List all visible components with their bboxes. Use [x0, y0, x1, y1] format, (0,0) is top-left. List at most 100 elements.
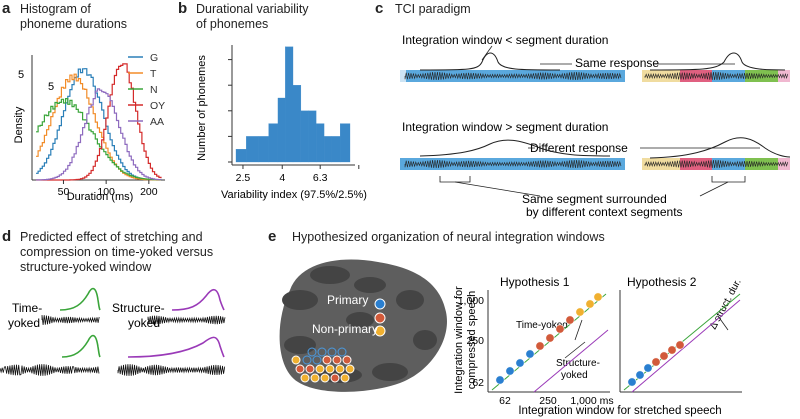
d-wave-compressed-time — [41, 315, 100, 325]
e-h1-point-mid — [545, 333, 555, 343]
brain-electrode-nonprimary — [345, 364, 355, 374]
brain-sulcus — [310, 266, 350, 284]
panel-d-title-line1: Predicted effect of stretching and — [20, 230, 203, 244]
c-wave-bottom-left — [404, 159, 622, 169]
d-structure-window-stretched — [127, 336, 225, 358]
c-response-bottom-right — [649, 137, 791, 159]
brain-electrode-mid — [305, 364, 315, 374]
legend-label-g: G — [150, 52, 158, 64]
brain-electrode-nonprimary — [291, 355, 301, 365]
c-pointer-left — [454, 181, 541, 197]
legend-label-t: T — [150, 68, 157, 80]
e-h1-point-primary — [525, 349, 535, 359]
e-h1-point-mid — [535, 341, 545, 351]
c-response-top-left — [419, 52, 561, 71]
e-h2-structure-line — [631, 299, 741, 393]
brain-electrode-nonprimary — [315, 364, 325, 374]
e-ytick-2: 62 — [472, 377, 484, 389]
c-integration-less: Integration window < segment duration — [402, 33, 608, 47]
panel-b-title: Durational variability of phonemes — [196, 2, 309, 32]
e-xlabel: Integration window for stretched speech — [518, 405, 721, 417]
e-ytick-0: 1,000 — [458, 295, 484, 307]
panel-d-title-line2: compression on time-yoked versus — [20, 245, 214, 259]
brain-electrode-primary — [337, 347, 347, 357]
brain-illustration — [279, 259, 447, 392]
e-h2-point-mid — [651, 357, 661, 367]
b-bars — [235, 46, 351, 163]
brain-electrode-mid — [295, 364, 305, 374]
brain-sulcus — [346, 312, 374, 328]
b-xtick-label-4: 4 — [279, 172, 285, 184]
d-structure-window-compressed — [171, 288, 225, 311]
legend-label-aa: AA — [150, 116, 164, 128]
curve-t — [36, 73, 161, 181]
e-structure-yoked-1: Structure- — [556, 358, 600, 369]
e-legend-nonprimary — [374, 325, 386, 337]
e-pointer-structure — [564, 341, 586, 359]
panel-a-label: a — [2, 0, 11, 17]
brain-sulcus — [284, 336, 316, 354]
d-time-yoked-1: Time- — [12, 301, 42, 315]
a-legend: GTN OY AA — [128, 52, 165, 128]
c-surround-line2: by different context segments — [526, 205, 683, 219]
e-legend-primary — [374, 298, 386, 310]
brain-electrode-primary — [307, 347, 317, 357]
c-response-top-right — [649, 52, 786, 71]
e-xtick-2: 1,000 ms — [570, 395, 613, 407]
panel-b-title-line2: of phonemes — [196, 17, 269, 31]
a-xtick-label-100: 100 — [97, 186, 115, 198]
d-time-yoked-2: yoked — [8, 316, 40, 330]
c-response-bottom-left — [419, 139, 611, 157]
d-wave-stretched-structure — [117, 364, 226, 376]
c-strip-top-right-segment — [778, 70, 790, 82]
e-hyp2-title: Hypothesis 2 — [627, 275, 697, 289]
d-wave-stretched-time — [0, 364, 100, 376]
c-same-response: Same response — [575, 56, 659, 70]
e-nonprimary-label: Non-primary — [312, 322, 378, 336]
e-legend-mid — [374, 312, 386, 324]
c-pointer-right — [699, 181, 729, 197]
brain-electrode-nonprimary — [320, 373, 330, 383]
e-h2-point-primary — [643, 363, 653, 373]
e-h1-point-nonprimary — [585, 299, 595, 309]
panel-c-title: TCI paradigm — [395, 2, 471, 16]
e-structure-yoked-2: yoked — [561, 370, 588, 381]
c-different-response: Different response — [530, 141, 628, 155]
e-h2-point-mid — [667, 345, 677, 355]
brain-electrode-primary — [302, 355, 312, 365]
panel-a-title-line1: Histogram of — [20, 2, 91, 16]
a-ytick-1: 5 — [18, 69, 24, 81]
c-pointer-top — [481, 45, 493, 61]
c-wave-top-left — [404, 71, 622, 81]
brain-sulcus — [354, 277, 386, 293]
a-curves — [36, 63, 162, 181]
brain-electrode-nonprimary — [310, 373, 320, 383]
c-strip-bottom-right-segment — [745, 158, 778, 170]
curve-n — [36, 98, 161, 181]
panel-c-label: c — [375, 0, 384, 17]
e-h1-point-primary — [505, 366, 515, 376]
brain-electrode-mid — [332, 355, 342, 365]
b-xtick-label-6.3: 6.3 — [313, 172, 328, 184]
e-h2-point-primary — [635, 370, 645, 380]
brain-sulcus — [372, 363, 408, 381]
e-time-yoked: Time-yoked — [516, 320, 568, 331]
c-integration-greater: Integration window > segment duration — [402, 120, 608, 134]
panel-d-label: d — [2, 228, 12, 245]
brain-electrode-nonprimary — [340, 373, 350, 383]
c-graphics — [400, 45, 791, 197]
legend-label-n: N — [150, 84, 158, 96]
panel-d-title: Predicted effect of stretching and compr… — [20, 230, 213, 275]
e-ylabel-2: compressed speech — [466, 291, 478, 389]
a-xlabel: Duration (ms) — [67, 191, 134, 203]
c-wave-bottom-right — [644, 159, 789, 169]
brain-electrode-nonprimary — [300, 373, 310, 383]
e-h2-point-mid — [659, 351, 669, 361]
e-hyp1-title: Hypothesis 1 — [500, 275, 570, 289]
c-strip-fade — [400, 70, 406, 82]
a-xtick-label-50: 50 — [58, 186, 70, 198]
